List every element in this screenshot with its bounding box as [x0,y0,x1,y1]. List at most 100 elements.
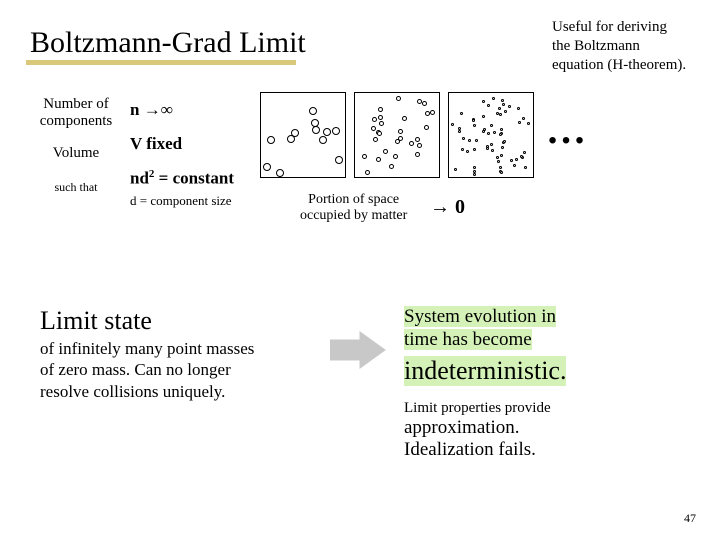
particle-dot [508,105,511,108]
particle-dot [373,137,378,142]
label-volume: Volume [30,145,122,162]
particle-dot [490,124,493,127]
density-box [260,92,346,178]
density-box [354,92,440,178]
particle-dot [517,107,520,110]
particle-dot [395,139,400,144]
particle-dot [371,126,376,131]
particle-dot [377,131,382,136]
particle-dot [499,113,502,116]
particle-dot [263,163,271,171]
page-number: 47 [684,511,696,526]
particle-dot [473,173,476,176]
particle-dot [276,169,284,177]
particle-dot [415,152,420,157]
particle-dot [389,164,394,169]
particle-dot [502,103,505,106]
particle-dot [267,136,275,144]
particle-dot [402,116,407,121]
particle-dot [409,141,414,146]
particle-dot [501,99,504,102]
particle-dot [482,100,485,103]
idealization-fails: Idealization fails. [404,439,664,461]
particle-dot [490,143,493,146]
particle-dot [422,101,427,106]
particle-dot [362,154,367,159]
particle-dot [498,107,501,110]
page-title: Boltzmann-Grad Limit [30,26,306,60]
particle-dot [415,137,420,142]
big-arrow-icon [330,330,390,370]
particle-dot [454,168,457,171]
approximation: approximation. [404,417,664,439]
useful-line: Useful for deriving [552,18,686,37]
particle-dot [287,135,295,143]
particle-dot [458,130,461,133]
particle-dot [458,127,461,130]
ellipsis: … [546,106,592,153]
title-underline [26,60,296,65]
particle-dot [451,123,454,126]
particle-dot [319,136,327,144]
particle-dot [513,164,516,167]
particle-dot [475,139,478,142]
label-such-that: such that [30,180,122,195]
particle-dot [500,154,503,157]
useful-note: Useful for deriving the Boltzmann equati… [552,18,686,74]
particle-dot [365,170,370,175]
particle-dot [497,160,500,163]
particle-dot [372,117,377,122]
particle-dot [468,139,471,142]
particle-dot [527,122,530,125]
particle-dot [473,170,476,173]
particle-dot [473,148,476,151]
particle-dot [523,151,526,154]
particle-dot [425,111,430,116]
limit-state-title: Limit state [40,306,310,336]
particle-dot [417,99,422,104]
particle-dot [472,119,475,122]
formula-n: n →∞ [130,100,234,120]
particle-dot [323,128,331,136]
particle-dot [379,121,384,126]
particle-dot [466,150,469,153]
particle-dot [503,140,506,143]
formula-nd: nd2 = constant [130,168,234,189]
particle-dot [491,149,494,152]
particle-dot [499,133,502,136]
particle-dot [462,137,465,140]
formula-column: n →∞ V fixed nd2 = constant d = componen… [130,100,234,209]
particle-dot [518,121,521,124]
density-boxes [260,92,534,178]
particle-dot [309,107,317,115]
particle-dot [335,156,343,164]
indeterministic: indeterministic. [404,352,664,386]
particle-dot [500,128,503,131]
particle-dot [376,157,381,162]
particle-dot [510,159,513,162]
particle-dot [487,132,490,135]
particle-dot [492,97,495,100]
particle-dot [430,110,435,115]
formula-dsize: d = component size [130,193,234,209]
particle-dot [493,131,496,134]
useful-line: the Boltzmann [552,37,686,56]
portion-label: Portion of space occupied by matter [300,192,407,224]
useful-line: equation (H-theorem). [552,56,686,75]
particle-dot [383,149,388,154]
particle-dot [473,124,476,127]
particle-dot [398,129,403,134]
particle-dot [460,112,463,115]
limit-state-block: Limit state of infinitely many point mas… [40,306,310,402]
limit-properties: Limit properties provide [404,400,664,417]
formula-v: V fixed [130,134,234,154]
particle-dot [482,115,485,118]
system-evolution-text: System evolution in time has become [404,306,664,352]
particle-dot [417,143,422,148]
label-number: Number of components [30,96,122,129]
system-block: System evolution in time has become inde… [404,306,664,461]
particle-dot [524,166,527,169]
particle-dot [504,110,507,113]
labels-column: Number of components Volume such that [30,96,122,195]
particle-dot [312,126,320,134]
